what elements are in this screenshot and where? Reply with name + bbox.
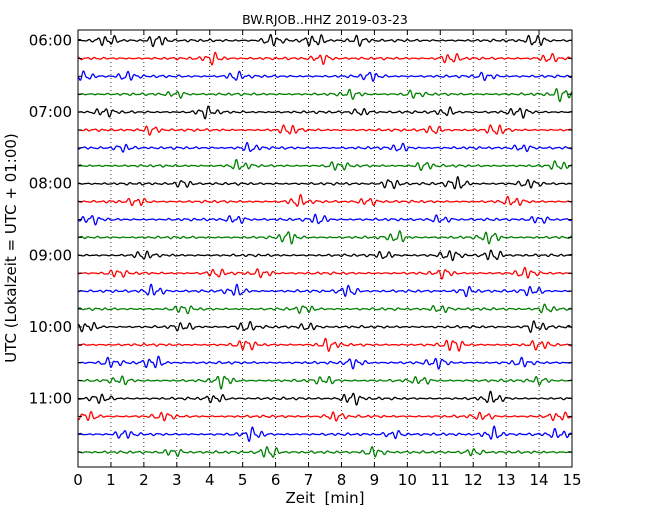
trace-line-0715	[77, 124, 573, 136]
traces	[77, 34, 573, 458]
trace-line-1030	[77, 355, 573, 370]
trace-line-0845	[77, 230, 573, 245]
x-tick-label: 11	[431, 471, 450, 489]
trace-line-1130	[77, 425, 573, 443]
x-tick-label: 12	[464, 471, 483, 489]
trace-line-1045	[77, 375, 573, 390]
trace-line-0615	[77, 51, 573, 66]
trace-line-0930	[77, 283, 573, 298]
trace-line-1100	[77, 390, 573, 406]
x-tick-label: 14	[530, 471, 549, 489]
trace-line-0945	[77, 303, 573, 315]
trace-line-0745	[77, 158, 573, 172]
plot-frame	[77, 29, 573, 468]
trace-line-1115	[77, 411, 573, 422]
trace-line-1015	[77, 337, 573, 352]
x-tick-label: 4	[205, 471, 215, 489]
y-tick-label: 09:00	[29, 246, 72, 264]
trace-line-0830	[77, 213, 573, 226]
x-tick-label: 10	[398, 471, 417, 489]
trace-line-0645	[77, 88, 573, 103]
grid-lines	[110, 30, 540, 467]
trace-line-0900	[77, 249, 573, 262]
axis-ticks	[77, 30, 573, 467]
x-tick-label: 9	[370, 471, 380, 489]
chart-title: BW.RJOB..HHZ 2019-03-23	[242, 12, 408, 27]
y-tick-label: 07:00	[29, 103, 72, 121]
x-tick-label: 15	[562, 471, 581, 489]
trace-line-1145	[77, 446, 573, 458]
x-tick-label: 13	[497, 471, 516, 489]
x-tick-label: 0	[73, 471, 83, 489]
y-tick-label: 08:00	[29, 175, 72, 193]
trace-line-0700	[77, 105, 573, 120]
plot-area	[78, 30, 572, 467]
x-tick-label: 2	[139, 471, 149, 489]
x-tick-label: 8	[337, 471, 347, 489]
y-tick-label: 06:00	[29, 32, 72, 50]
trace-line-0915	[77, 266, 573, 280]
trace-line-0730	[77, 142, 573, 153]
x-axis-label: Zeit [min]	[285, 489, 364, 507]
trace-line-0630	[77, 70, 573, 82]
trace-line-0600	[77, 34, 573, 48]
x-tick-label: 5	[238, 471, 248, 489]
trace-line-0815	[77, 193, 573, 207]
y-tick-label: 11:00	[29, 390, 72, 408]
x-tick-label: 6	[271, 471, 281, 489]
x-tick-labels: 0 1 2 3 4 5 6 7 8 9 10 11 12 13 14 15	[73, 471, 581, 489]
x-tick-label: 1	[106, 471, 116, 489]
trace-line-1000	[77, 320, 573, 333]
y-tick-label: 10:00	[29, 318, 72, 336]
y-tick-labels: 06:00 07:00 08:00 09:00 10:00 11:00	[29, 32, 72, 408]
y-axis-label: UTC (Lokalzeit = UTC + 01:00)	[2, 133, 20, 363]
trace-line-0800	[77, 176, 573, 190]
x-tick-label: 7	[304, 471, 314, 489]
x-tick-label: 3	[172, 471, 182, 489]
